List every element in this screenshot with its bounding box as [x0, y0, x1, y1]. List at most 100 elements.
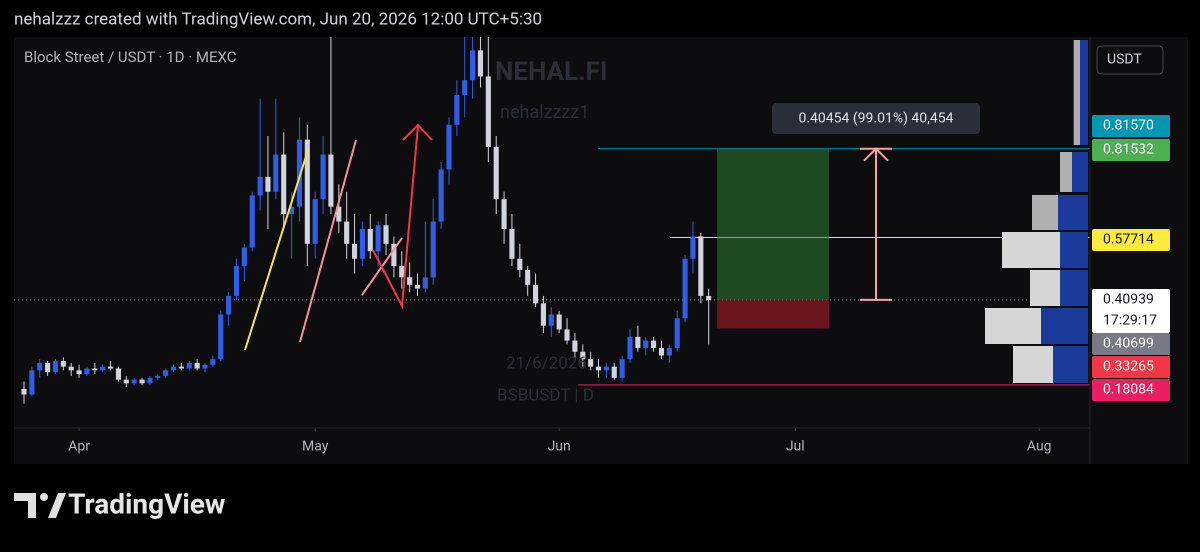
candle-body: [682, 258, 688, 319]
brand: TradingView: [68, 487, 226, 520]
candle-body: [517, 258, 523, 270]
candle-body: [407, 277, 413, 285]
profile-bar: [1002, 232, 1060, 268]
candle-body: [21, 388, 27, 395]
candle-body: [320, 154, 326, 200]
candle-body: [658, 348, 665, 356]
candle-body: [430, 221, 436, 278]
candle-body: [344, 221, 350, 244]
candle-body: [249, 195, 255, 248]
candle-body: [611, 366, 617, 378]
candle-body: [359, 228, 365, 259]
candle-body: [194, 362, 200, 369]
candle-body: [493, 147, 499, 200]
x-tick-label: May: [302, 439, 329, 455]
candle-body: [454, 95, 460, 125]
logo-mark: [48, 493, 66, 518]
candle-body: [186, 362, 192, 369]
x-tick-label: Apr: [68, 439, 90, 455]
watermark: NEHAL.FI: [495, 57, 608, 87]
candle-body: [210, 359, 216, 365]
candle-body: [540, 303, 546, 326]
profile-bar: [1074, 40, 1080, 145]
candle-body: [525, 269, 531, 285]
candle-body: [399, 266, 405, 278]
candle-body: [92, 368, 98, 371]
candle-body: [170, 366, 177, 371]
profile-bar: [1032, 195, 1058, 230]
candle-body: [572, 340, 578, 352]
chart-panel: [14, 37, 1188, 464]
candle-body: [296, 139, 303, 207]
candle-body: [147, 377, 153, 384]
candle-body: [123, 379, 129, 384]
candle-body: [391, 243, 397, 267]
button-frame[interactable]: [1096, 45, 1164, 75]
candle-body: [666, 348, 672, 356]
profile-bar: [1030, 270, 1060, 306]
candle-body: [265, 176, 271, 192]
candle-body: [375, 225, 381, 252]
trend-line: [244, 149, 309, 351]
header: nehalzzz created with TradingView.com, J…: [14, 9, 542, 29]
candle-body: [336, 206, 342, 222]
price-label-bg: [1092, 333, 1170, 355]
candle-body: [532, 284, 539, 304]
candle-body: [100, 366, 106, 371]
candle-body: [241, 247, 247, 267]
plot: [14, 37, 1090, 431]
candle-body: [178, 366, 184, 369]
candle-body: [627, 336, 633, 360]
candle-body: [29, 370, 35, 395]
candle-body: [115, 368, 121, 380]
candle-body: [383, 225, 389, 244]
candle-body: [328, 154, 334, 207]
candle-body: [414, 284, 421, 289]
candle-body: [367, 228, 373, 252]
candle-body: [68, 366, 74, 371]
x-tick-label: Jun: [548, 439, 571, 455]
overlay: 0.40454 (99.01%) 40,454 0.81570 0.81532 0.5…: [772, 103, 1170, 401]
candle-body: [218, 314, 224, 360]
candle-body: [312, 199, 318, 244]
price-label: 0.40699: [1103, 336, 1154, 352]
candle-body: [564, 329, 570, 341]
measure-label: 0.40454 (99.01%) 40,454: [798, 111, 953, 127]
candle-body: [556, 314, 562, 330]
stop-zone: [717, 299, 829, 329]
candle-body: [351, 243, 358, 259]
arrow-drawing: [372, 124, 419, 310]
candle-body: [651, 340, 657, 349]
candle-body: [84, 368, 90, 375]
candle-body: [462, 80, 468, 96]
candle-body: [674, 318, 680, 349]
candle-body: [226, 295, 232, 315]
watermark: nehalzzzz1: [500, 102, 589, 123]
candle-body: [706, 295, 712, 301]
candle-body: [304, 139, 310, 244]
candle-body: [643, 340, 649, 349]
candle-body: [619, 359, 625, 378]
currency[interactable]: USDT: [1107, 52, 1142, 68]
candle-body: [233, 266, 240, 296]
candle-body: [422, 277, 428, 289]
chart-title: Block Street / USDT · 1D · MEXC: [24, 48, 237, 66]
candle-body: [548, 314, 554, 326]
currency-button[interactable]: USDT: [1096, 45, 1164, 75]
candle-body: [509, 228, 515, 259]
candle-body: [635, 336, 641, 349]
price-label: 0.33265: [1103, 359, 1154, 375]
candle-body: [155, 375, 161, 378]
candle-body: [131, 379, 137, 384]
measure-arrow-head: [863, 147, 889, 162]
logo: TradingView: [14, 487, 226, 520]
candle-body: [108, 366, 114, 369]
candle-body: [37, 362, 43, 371]
candle-body: [289, 206, 295, 215]
candle-body: [470, 50, 476, 81]
watermark: 21/6/2026: [506, 353, 587, 373]
candle-body: [52, 361, 59, 373]
logo-mark: [40, 493, 48, 501]
candle-body: [273, 154, 279, 192]
